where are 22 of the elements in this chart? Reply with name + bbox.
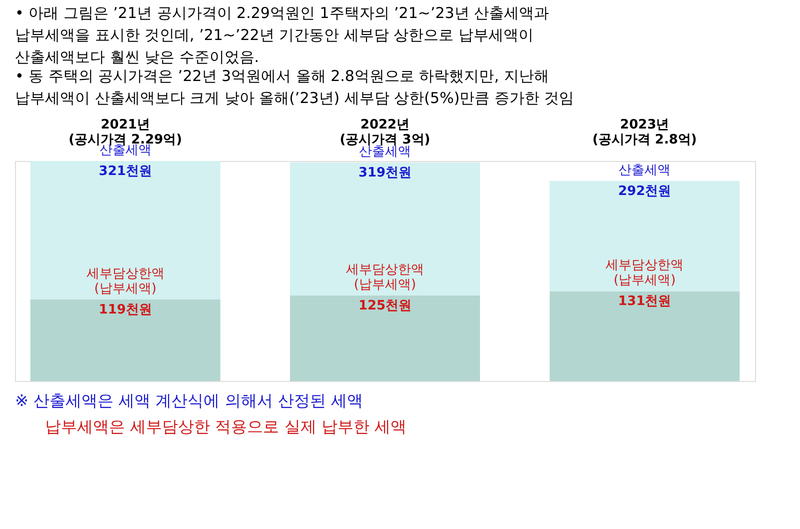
data-label: 131천원 bbox=[618, 294, 672, 310]
total-label: 319천원 bbox=[358, 165, 412, 180]
chart-subtitle: • 동 주택의 공시가격은 ’22년 3억원에서 올해 2.8억원으로 하락했지만, 지난해 납부세액이 산출세액보다 크게 낮아 올해(’23년) 세부담 상한(5%)만큼 증가한 것임 bbox=[15, 67, 574, 107]
series-label: 산출세액 bbox=[99, 143, 152, 158]
bar bbox=[550, 291, 740, 381]
series-label: 세부담상한액 (납부세액) bbox=[86, 266, 164, 296]
text: 세부담상한액 (납부세액) bbox=[606, 258, 684, 288]
total-label: 292천원 bbox=[618, 184, 672, 199]
bar bbox=[290, 162, 480, 296]
text: 세부담상한액 (납부세액) bbox=[346, 262, 424, 292]
text: 산출세액 bbox=[618, 162, 671, 178]
bar bbox=[550, 180, 740, 292]
x-tick-label: 2023년 (공시가격 2.8억) bbox=[592, 118, 697, 148]
text: ※ 산출세액은 세액 계산식에 의해서 산정된 세액 bbox=[15, 391, 363, 410]
bar bbox=[30, 299, 220, 381]
total-label: 321천원 bbox=[98, 164, 152, 179]
chart-title: • 아래 그림은 ’21년 공시가격이 2.29억원인 1주택자의 ’21~’23년 산출세액과 납부세액을 표시한 것인데, ’21~’22년 기간동안 세부담 상한으로 납부세액이 산출세액보다 훨씬 낮은 수준이었음. bbox=[15, 4, 550, 66]
bar bbox=[290, 295, 480, 381]
data-label: 119천원 bbox=[98, 302, 152, 318]
text: 납부세액은 세부담상한 적용으로 실제 납부한 세액 bbox=[45, 417, 406, 436]
bar bbox=[30, 161, 220, 300]
data-label: 125천원 bbox=[358, 298, 412, 314]
